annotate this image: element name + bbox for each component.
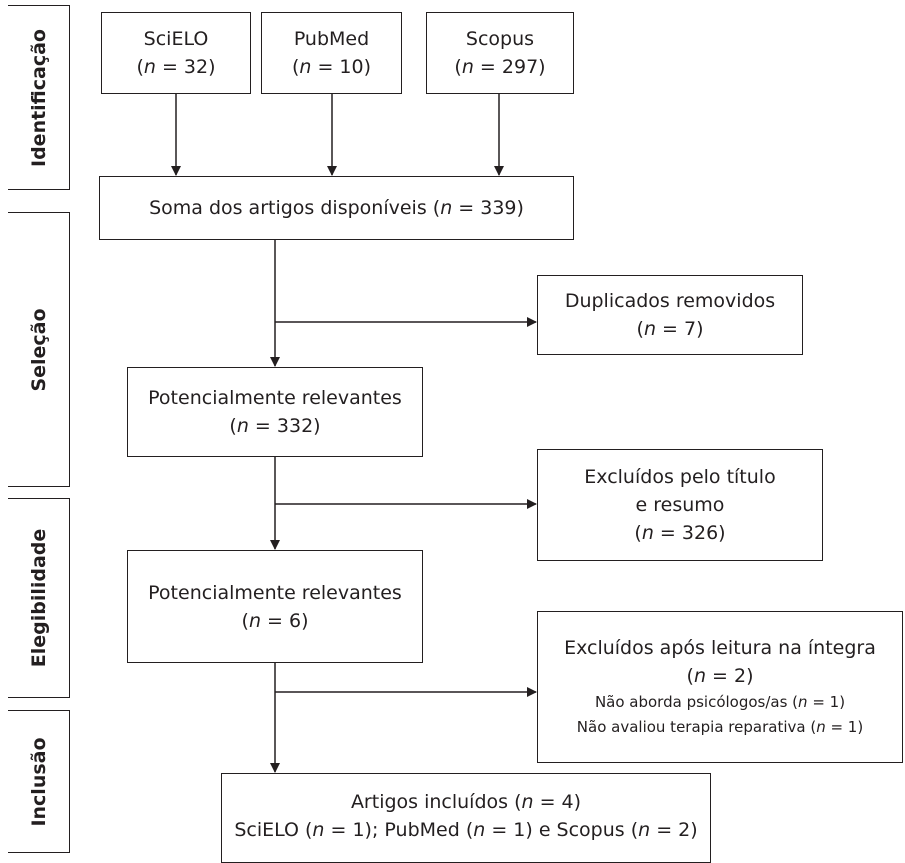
excluidos-integra-reason2: Não avaliou terapia reparativa (n = 1)	[576, 718, 864, 736]
source-count: (n = 297)	[454, 56, 546, 78]
relevantes2-box: Potencialmente relevantes (n = 6)	[127, 550, 423, 663]
incluidos-label: Artigos incluídos (n = 4)	[350, 791, 582, 813]
phase-identificacao: Identificação	[8, 5, 70, 190]
excluidos-integra-label: Excluídos após leitura na íntegra	[564, 637, 876, 659]
soma-box: Soma dos artigos disponíveis (n = 339)	[99, 176, 574, 240]
phase-elegibilidade: Elegibilidade	[8, 498, 70, 698]
excluidos-integra-reason1: Não aborda psicólogos/as (n = 1)	[594, 693, 846, 711]
relevantes1-box: Potencialmente relevantes (n = 332)	[127, 367, 423, 457]
source-scopus-box: Scopus (n = 297)	[426, 12, 574, 94]
excluidos-integra-count: (n = 2)	[686, 665, 754, 687]
source-name: PubMed	[293, 28, 370, 50]
phase-selecao: Seleção	[8, 212, 70, 487]
duplicados-box: Duplicados removidos (n = 7)	[537, 275, 803, 355]
excluidos-titulo-box: Excluídos pelo título e resumo (n = 326)	[537, 449, 823, 561]
duplicados-count: (n = 7)	[636, 318, 704, 340]
phase-inclusao: Inclusão	[8, 710, 70, 853]
duplicados-label: Duplicados removidos	[564, 290, 776, 312]
soma-label: Soma dos artigos disponíveis (n = 339)	[149, 197, 524, 219]
relevantes1-count: (n = 332)	[229, 415, 321, 437]
relevantes2-count: (n = 6)	[241, 609, 309, 632]
excluidos-integra-box: Excluídos após leitura na íntegra (n = 2…	[537, 611, 903, 763]
relevantes2-label: Potencialmente relevantes	[148, 581, 402, 604]
source-pubmed-box: PubMed (n = 10)	[261, 12, 402, 94]
excluidos-titulo-label2: e resumo	[635, 494, 725, 516]
relevantes1-label: Potencialmente relevantes	[148, 387, 402, 409]
incluidos-breakdown: SciELO (n = 1); PubMed (n = 1) e Scopus …	[234, 819, 698, 841]
source-name: SciELO	[143, 28, 209, 50]
incluidos-box: Artigos incluídos (n = 4) SciELO (n = 1)…	[221, 773, 711, 863]
source-name: Scopus	[465, 28, 535, 50]
source-count: (n = 10)	[291, 56, 372, 78]
source-scielo-box: SciELO (n = 32)	[101, 12, 251, 94]
excluidos-titulo-label1: Excluídos pelo título	[584, 466, 776, 488]
excluidos-titulo-count: (n = 326)	[634, 522, 726, 544]
source-count: (n = 32)	[136, 56, 216, 78]
